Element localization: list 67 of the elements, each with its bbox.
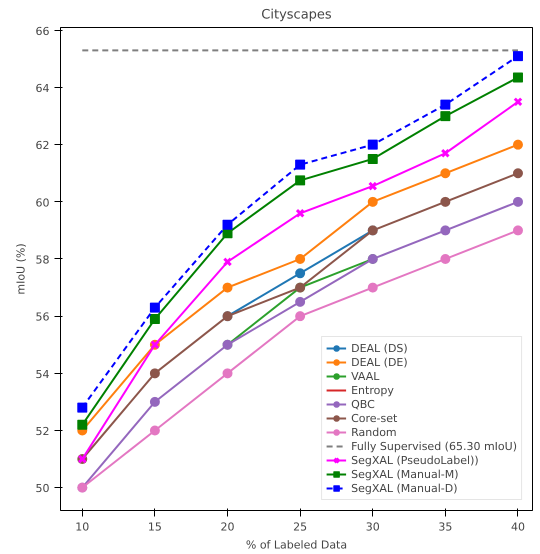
point: [440, 100, 450, 110]
point: [77, 402, 88, 413]
point: [440, 196, 450, 207]
point: [77, 420, 88, 430]
legend-label: Random: [351, 425, 397, 439]
x-tick-label: 20: [220, 520, 235, 534]
point: [440, 225, 450, 236]
x-tick-label: 35: [438, 520, 452, 534]
point: [368, 181, 378, 191]
point: [295, 296, 306, 307]
point: [368, 282, 378, 293]
y-tick-label: 62: [36, 139, 50, 152]
point: [150, 302, 160, 313]
point: [295, 160, 306, 170]
point: [368, 140, 378, 150]
point: [512, 72, 523, 83]
point: [512, 51, 523, 62]
x-tick-label: 10: [75, 520, 90, 534]
point: [222, 220, 233, 230]
point: [222, 368, 233, 378]
x-tick-label: 40: [510, 520, 525, 534]
point: [440, 111, 450, 122]
y-tick-label: 56: [36, 310, 50, 324]
point: [150, 314, 160, 324]
legend-label: VAAL: [351, 369, 380, 383]
y-tick-label: 50: [36, 482, 50, 496]
point: [150, 425, 160, 436]
point: [222, 282, 233, 293]
point: [440, 254, 450, 264]
point: [150, 396, 160, 407]
point: [295, 208, 305, 218]
legend-label: SegXAL (PseudoLabel)): [351, 453, 479, 467]
point: [150, 368, 160, 378]
point: [368, 154, 378, 164]
legend-label: Fully Supervised (65.30 mIoU): [351, 439, 517, 453]
x-tick-label: 30: [366, 520, 380, 534]
legend-label: Core-set: [351, 411, 398, 425]
point: [295, 254, 306, 264]
x-tick-label: 15: [148, 520, 162, 534]
point: [295, 175, 306, 186]
x-tick-label: 25: [293, 520, 308, 534]
y-axis-title: mIoU (%): [14, 243, 28, 295]
point: [440, 148, 450, 158]
point: [440, 168, 450, 178]
legend-label: QBC: [351, 397, 375, 411]
point: [512, 196, 523, 207]
legend-label: DEAL (DE): [351, 355, 408, 369]
y-tick-label: 58: [36, 253, 50, 266]
point: [222, 228, 233, 238]
legend-label: DEAL (DS): [351, 341, 408, 355]
legend-label: Entropy: [351, 383, 394, 397]
point: [368, 196, 378, 207]
point: [295, 268, 306, 278]
chart-title: Cityscapes: [261, 8, 332, 22]
y-tick-label: 64: [36, 82, 50, 96]
x-axis-title: % of Labeled Data: [246, 538, 348, 552]
legend-label: SegXAL (Manual-M): [351, 467, 459, 481]
y-tick-label: 66: [36, 24, 50, 38]
y-tick-label: 60: [36, 196, 50, 210]
point: [512, 168, 523, 178]
point: [512, 225, 523, 236]
point: [512, 140, 523, 150]
y-tick-label: 52: [36, 424, 50, 438]
point: [295, 311, 306, 322]
y-tick-label: 54: [36, 368, 50, 381]
legend-label: SegXAL (Manual-D): [351, 481, 458, 495]
point: [222, 257, 232, 267]
